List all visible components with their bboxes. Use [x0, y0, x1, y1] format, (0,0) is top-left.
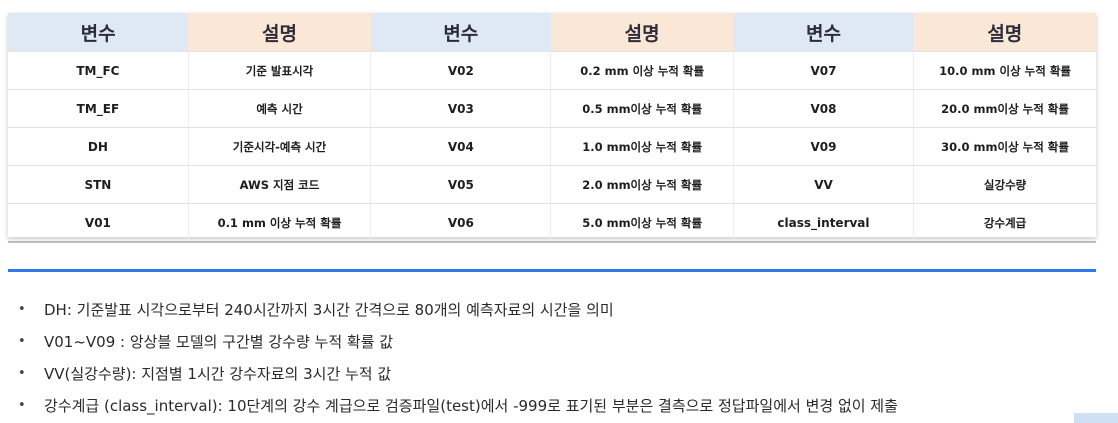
bullet-icon: • [18, 366, 26, 381]
list-item: • VV(실강수량): 지점별 1시간 강수자료의 3시간 누적 값 [18, 358, 1078, 390]
bullet-icon: • [18, 334, 26, 349]
variable-cell: class_interval [733, 203, 915, 243]
header-variable: 변수 [8, 13, 189, 52]
note-text: DH: 기준발표 시각으로부터 240시간까지 3시간 간격으로 80개의 예측… [44, 301, 614, 319]
section-divider [8, 269, 1096, 272]
header-description: 설명 [188, 13, 371, 52]
description-cell: 예측 시간 [188, 89, 372, 128]
variable-cell: DH [8, 127, 189, 166]
list-item: • DH: 기준발표 시각으로부터 240시간까지 3시간 간격으로 80개의 … [18, 294, 1078, 326]
note-text: V01~V09 : 앙상블 모델의 구간별 강수량 누적 확률 값 [44, 333, 394, 351]
variable-cell: VV [733, 165, 915, 204]
description-cell: 20.0 mm이상 누적 확률 [913, 89, 1096, 128]
variable-cell: V06 [370, 203, 552, 243]
description-cell: 기준 발표시각 [188, 51, 372, 90]
table-row: DH 기준시각-예측 시간 V04 1.0 mm이상 누적 확률 V09 30.… [8, 127, 1096, 166]
table-row: V01 0.1 mm 이상 누적 확률 V06 5.0 mm이상 누적 확률 c… [8, 203, 1096, 243]
bullet-icon: • [18, 302, 26, 317]
variable-cell: TM_FC [8, 51, 189, 90]
list-item: • 강수계급 (class_interval): 10단계의 강수 계급으로 검… [18, 390, 1078, 422]
description-cell: 2.0 mm이상 누적 확률 [550, 165, 734, 204]
variable-cell: V04 [370, 127, 552, 166]
variable-cell: V08 [733, 89, 915, 128]
table-header-row: 변수 설명 변수 설명 변수 설명 [8, 13, 1096, 52]
description-cell: 실강수량 [913, 165, 1096, 204]
variable-cell: V01 [8, 203, 189, 243]
table-row: STN AWS 지점 코드 V05 2.0 mm이상 누적 확률 VV 실강수량 [8, 165, 1096, 204]
table-row: TM_FC 기준 발표시각 V02 0.2 mm 이상 누적 확률 V07 10… [8, 51, 1096, 90]
corner-decoration [1074, 413, 1118, 423]
variable-cell: V02 [370, 51, 552, 90]
variable-cell: V05 [370, 165, 552, 204]
note-text: VV(실강수량): 지점별 1시간 강수자료의 3시간 누적 값 [44, 365, 392, 383]
description-cell: 0.1 mm 이상 누적 확률 [188, 203, 372, 243]
header-variable: 변수 [370, 13, 551, 52]
header-description: 설명 [913, 13, 1096, 52]
description-cell: 기준시각-예측 시간 [188, 127, 372, 166]
variable-table-card: 변수 설명 변수 설명 변수 설명 TM_FC 기준 발표시각 V02 0.2 … [8, 13, 1096, 243]
variable-cell: V03 [370, 89, 552, 128]
variable-table: 변수 설명 변수 설명 변수 설명 TM_FC 기준 발표시각 V02 0.2 … [8, 13, 1096, 243]
description-cell: 강수계급 [913, 203, 1096, 243]
note-text: 강수계급 (class_interval): 10단계의 강수 계급으로 검증파… [44, 397, 898, 415]
description-cell: 0.5 mm이상 누적 확률 [550, 89, 734, 128]
variable-cell: V09 [733, 127, 915, 166]
table-row: TM_EF 예측 시간 V03 0.5 mm이상 누적 확률 V08 20.0 … [8, 89, 1096, 128]
description-cell: 1.0 mm이상 누적 확률 [550, 127, 734, 166]
notes-list: • DH: 기준발표 시각으로부터 240시간까지 3시간 간격으로 80개의 … [18, 294, 1078, 422]
variable-cell: V07 [733, 51, 915, 90]
bullet-icon: • [18, 398, 26, 413]
variable-cell: TM_EF [8, 89, 189, 128]
description-cell: 10.0 mm 이상 누적 확률 [913, 51, 1096, 90]
header-variable: 변수 [733, 13, 914, 52]
description-cell: 30.0 mm이상 누적 확률 [913, 127, 1096, 166]
header-description: 설명 [550, 13, 734, 52]
description-cell: AWS 지점 코드 [188, 165, 372, 204]
list-item: • V01~V09 : 앙상블 모델의 구간별 강수량 누적 확률 값 [18, 326, 1078, 358]
variable-cell: STN [8, 165, 189, 204]
description-cell: 5.0 mm이상 누적 확률 [550, 203, 734, 243]
description-cell: 0.2 mm 이상 누적 확률 [550, 51, 734, 90]
